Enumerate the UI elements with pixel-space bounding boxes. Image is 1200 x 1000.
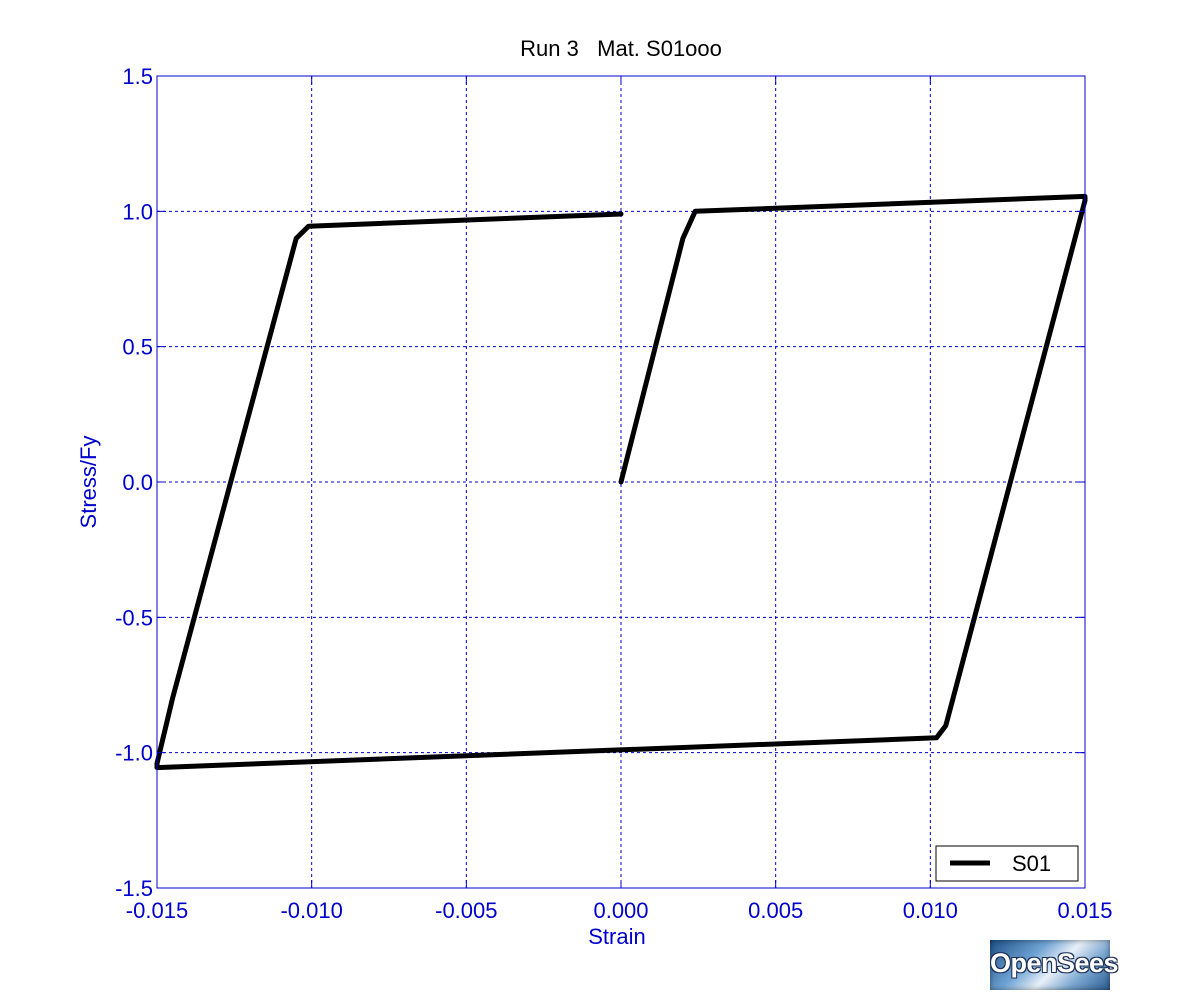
- opensees-logo: OpenSees: [990, 940, 1119, 990]
- tick-marks: [156, 75, 1086, 889]
- x-tick-label: -0.015: [126, 898, 188, 923]
- y-tick-label: -1.0: [115, 741, 153, 766]
- y-tick-labels: 1.5 1.0 0.5 0.0 -0.5 -1.0 -1.5: [115, 64, 153, 901]
- x-tick-label: 0.010: [903, 898, 958, 923]
- x-tick-label: 0.000: [593, 898, 648, 923]
- y-tick-label: -1.5: [115, 876, 153, 901]
- series-layer: [154, 193, 1088, 771]
- x-axis-label: Strain: [588, 924, 645, 949]
- legend: S01: [935, 845, 1079, 882]
- legend-label-s01: S01: [1012, 851, 1051, 876]
- x-tick-label: -0.005: [435, 898, 497, 923]
- y-axis-label: Stress/Fy: [76, 436, 101, 529]
- y-tick-label: 0.5: [122, 335, 153, 360]
- x-tick-label: -0.010: [280, 898, 342, 923]
- y-tick-label: 0.0: [122, 470, 153, 495]
- chart-title: Run 3 Mat. S01ooo: [520, 36, 722, 61]
- logo-text: OpenSees: [990, 948, 1119, 978]
- series-line-s01: [154, 193, 1088, 771]
- x-tick-label: 0.005: [748, 898, 803, 923]
- y-tick-label: -0.5: [115, 605, 153, 630]
- y-tick-label: 1.5: [122, 64, 153, 89]
- x-tick-labels: -0.015 -0.010 -0.005 0.000 0.005 0.010 0.015: [126, 898, 1113, 923]
- y-tick-label: 1.0: [122, 199, 153, 224]
- x-tick-label: 0.015: [1057, 898, 1112, 923]
